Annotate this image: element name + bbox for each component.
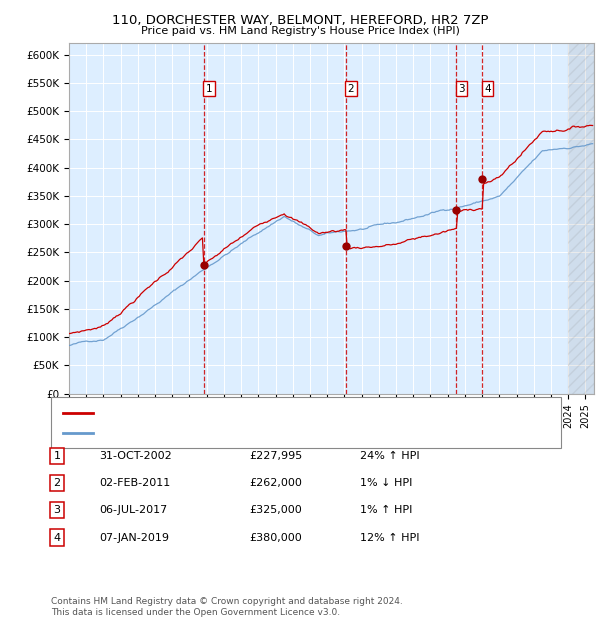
Text: 02-FEB-2011: 02-FEB-2011	[99, 478, 170, 488]
Text: 4: 4	[484, 84, 491, 94]
Text: 1: 1	[205, 84, 212, 94]
Text: HPI: Average price, detached house, Herefordshire: HPI: Average price, detached house, Here…	[100, 428, 353, 438]
Text: 1% ↓ HPI: 1% ↓ HPI	[360, 478, 412, 488]
Bar	[568, 43, 594, 394]
Text: 24% ↑ HPI: 24% ↑ HPI	[360, 451, 419, 461]
Text: £380,000: £380,000	[249, 533, 302, 542]
Text: 4: 4	[53, 533, 61, 542]
Text: Price paid vs. HM Land Registry's House Price Index (HPI): Price paid vs. HM Land Registry's House …	[140, 26, 460, 36]
Text: 07-JAN-2019: 07-JAN-2019	[99, 533, 169, 542]
Text: 1: 1	[53, 451, 61, 461]
Text: 06-JUL-2017: 06-JUL-2017	[99, 505, 167, 515]
Text: 2: 2	[53, 478, 61, 488]
Text: 3: 3	[53, 505, 61, 515]
Text: 3: 3	[458, 84, 465, 94]
Text: 31-OCT-2002: 31-OCT-2002	[99, 451, 172, 461]
Text: 1% ↑ HPI: 1% ↑ HPI	[360, 505, 412, 515]
Text: £325,000: £325,000	[249, 505, 302, 515]
Text: 2: 2	[347, 84, 355, 94]
Text: Contains HM Land Registry data © Crown copyright and database right 2024.
This d: Contains HM Land Registry data © Crown c…	[51, 598, 403, 617]
Text: 110, DORCHESTER WAY, BELMONT, HEREFORD, HR2 7ZP: 110, DORCHESTER WAY, BELMONT, HEREFORD, …	[112, 14, 488, 27]
Text: £227,995: £227,995	[249, 451, 302, 461]
Text: £262,000: £262,000	[249, 478, 302, 488]
Text: 110, DORCHESTER WAY, BELMONT, HEREFORD, HR2 7ZP (detached house): 110, DORCHESTER WAY, BELMONT, HEREFORD, …	[100, 408, 475, 418]
Text: 12% ↑ HPI: 12% ↑ HPI	[360, 533, 419, 542]
